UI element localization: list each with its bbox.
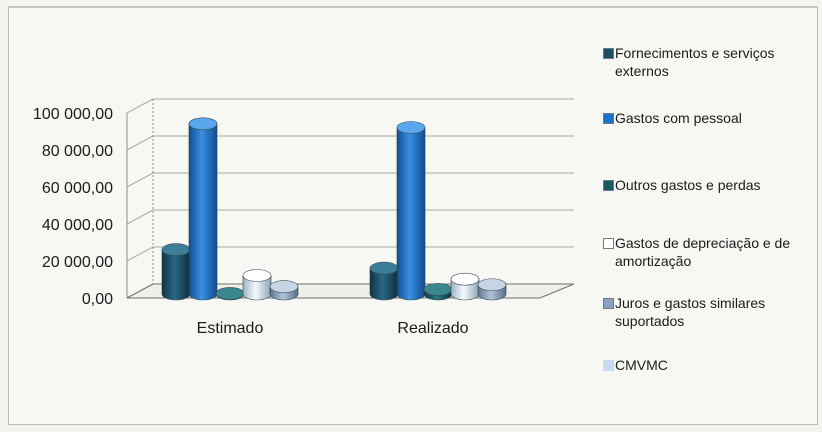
legend-item: CMVMC	[603, 356, 817, 374]
legend-item: Fornecimentos e serviços externos	[603, 44, 817, 80]
bar-realizado-4	[450, 272, 480, 301]
bar-estimado-2	[188, 117, 218, 301]
y-tick-label: 80 000,00	[42, 143, 113, 160]
x-category-label: Estimado	[197, 320, 264, 337]
bar-realizado-1	[369, 261, 399, 301]
x-category-label: Realizado	[397, 320, 468, 337]
legend-swatch	[603, 180, 614, 191]
legend-label: Gastos com pessoal	[615, 110, 742, 126]
legend-label: Juros e gastos similares suportados	[615, 295, 766, 329]
bar-realizado-5	[477, 278, 507, 301]
legend-swatch	[603, 48, 614, 59]
legend-label: CMVMC	[615, 357, 668, 373]
legend-item: Gastos com pessoal	[603, 109, 817, 127]
legend-item: Outros gastos e perdas	[603, 176, 817, 194]
bar-estimado-5	[269, 280, 299, 301]
y-tick-label: 0,00	[82, 291, 113, 308]
legend-swatch	[603, 360, 614, 371]
gridline-side	[126, 172, 154, 188]
bar-estimado-1	[161, 243, 191, 301]
legend-swatch	[603, 298, 614, 309]
legend-item: Juros e gastos similares suportados	[603, 294, 817, 330]
legend-item: Gastos de depreciação e de amortização	[603, 234, 817, 270]
y-tick-label: 60 000,00	[42, 180, 113, 197]
legend-label: Gastos de depreciação e de amortização	[615, 235, 791, 269]
gridline-side	[126, 209, 154, 225]
legend-swatch	[603, 113, 614, 124]
bar-estimado-4	[242, 269, 272, 301]
gridline-side	[126, 246, 154, 262]
bar-realizado-2	[396, 121, 426, 301]
legend-label: Outros gastos e perdas	[615, 177, 761, 193]
legend-label: Fornecimentos e serviços externos	[615, 45, 775, 79]
bar-estimado-3	[215, 287, 245, 301]
legend-swatch	[603, 238, 614, 249]
bar-realizado-3	[423, 283, 453, 301]
gridline-side	[126, 98, 154, 114]
gridline-side	[126, 135, 154, 151]
y-tick-label: 40 000,00	[42, 217, 113, 234]
y-tick-label: 20 000,00	[42, 254, 113, 271]
y-tick-label: 100 000,00	[33, 106, 113, 123]
